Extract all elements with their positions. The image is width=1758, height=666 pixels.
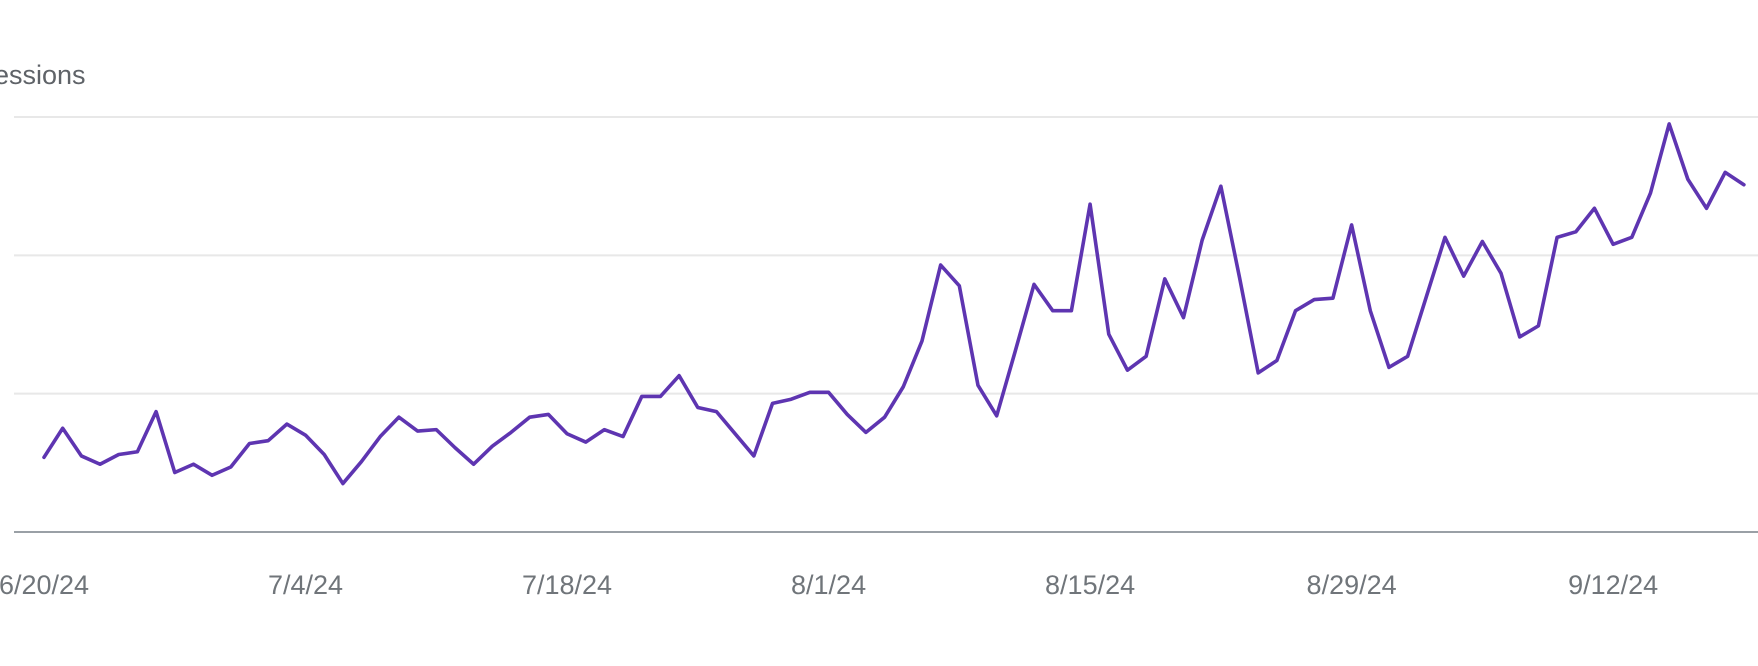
x-tick-label: 7/4/24: [268, 570, 343, 600]
x-tick-label: 9/12/24: [1568, 570, 1658, 600]
gridlines: [14, 116, 1758, 395]
x-tick-label: 8/29/24: [1307, 570, 1397, 600]
x-tick-label: 7/18/24: [522, 570, 612, 600]
x-axis-tick-labels: 6/20/24 7/4/24 7/18/24 8/1/24 8/15/24 8/29/24…: [0, 570, 1658, 600]
x-tick-label: 8/1/24: [791, 570, 866, 600]
x-tick-label: 6/20/24: [0, 570, 89, 600]
series-line-1: [42, 122, 1746, 486]
x-tick-label: 8/15/24: [1045, 570, 1135, 600]
series-layer: [42, 122, 1746, 486]
y-axis-title: essions: [0, 60, 86, 90]
